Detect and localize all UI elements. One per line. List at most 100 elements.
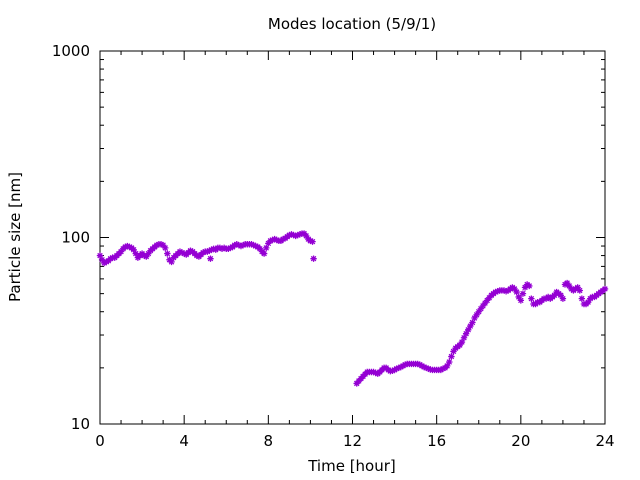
data-point (399, 362, 407, 370)
data-point (256, 245, 264, 252)
data-point (528, 295, 535, 302)
data-point (164, 250, 171, 257)
x-tick-label: 16 (427, 432, 446, 450)
data-point (132, 250, 139, 257)
data-point (486, 294, 493, 301)
data-point (206, 247, 213, 254)
data-point (162, 244, 169, 252)
y-axis-ticks: 10 100 1000 (52, 42, 605, 433)
data-point (250, 241, 257, 249)
data-point (124, 242, 131, 250)
plot-frame (99, 50, 606, 425)
data-point (443, 362, 451, 370)
data-point (98, 256, 106, 263)
data-point (517, 297, 525, 304)
data-point (153, 241, 161, 249)
data-point (288, 231, 295, 238)
data-point (481, 299, 489, 307)
data-point (521, 284, 529, 291)
data-point (515, 293, 522, 301)
data-point (227, 244, 234, 252)
data-point (458, 338, 466, 346)
data-point (576, 287, 583, 294)
data-point (159, 241, 167, 249)
data-point (233, 241, 240, 248)
x-tick-label: 20 (511, 432, 530, 450)
data-points (96, 230, 609, 387)
data-point (103, 258, 110, 266)
data-point (207, 255, 214, 262)
data-point (422, 364, 430, 372)
data-point (157, 241, 165, 248)
data-point (180, 250, 188, 257)
data-point (269, 236, 276, 244)
data-point (448, 353, 455, 360)
data-point (578, 295, 586, 302)
data-point (469, 319, 476, 326)
data-point (96, 252, 104, 259)
x-tick-label: 24 (595, 432, 614, 450)
data-point (479, 302, 487, 310)
data-point (145, 250, 152, 257)
x-tick-label: 8 (264, 432, 274, 450)
data-point (450, 348, 457, 355)
y-tick-label: 100 (61, 229, 90, 247)
data-point (456, 341, 464, 349)
data-point (307, 237, 314, 245)
x-tick-label: 4 (179, 432, 189, 450)
data-point (231, 241, 238, 249)
data-point (559, 295, 567, 302)
data-point (239, 241, 247, 249)
data-point (372, 369, 379, 377)
data-point (265, 240, 272, 247)
data-point (401, 361, 409, 368)
data-point (492, 288, 499, 296)
data-point (446, 358, 453, 366)
data-point (267, 237, 274, 245)
data-point (483, 297, 491, 304)
data-point (260, 250, 268, 257)
data-point (475, 308, 482, 315)
data-point (420, 363, 428, 371)
data-point (502, 288, 510, 295)
data-point (178, 249, 186, 256)
data-point (584, 298, 592, 306)
data-point (511, 285, 518, 293)
data-point (473, 311, 480, 319)
data-point (425, 365, 432, 372)
data-point (126, 243, 133, 251)
data-point (292, 232, 299, 240)
data-point (235, 241, 243, 249)
data-point (208, 246, 215, 253)
x-tick-label: 0 (95, 432, 105, 450)
data-point (309, 238, 316, 245)
data-point (462, 330, 470, 337)
data-point (526, 282, 533, 290)
data-point (296, 231, 304, 238)
data-point (557, 292, 565, 299)
data-point (279, 235, 287, 243)
data-point (500, 287, 508, 294)
data-point (513, 288, 520, 296)
data-point (310, 255, 317, 262)
data-point (460, 334, 468, 341)
data-point (467, 322, 474, 330)
data-point (107, 255, 114, 262)
x-axis-ticks: 0 4 8 12 16 20 24 (95, 51, 615, 450)
data-point (143, 253, 150, 260)
data-point (117, 248, 125, 255)
chart-title: Modes location (5/9/1) (268, 15, 436, 33)
data-point (389, 367, 396, 374)
data-point (204, 248, 211, 255)
data-point (370, 368, 377, 376)
data-point (477, 305, 485, 312)
data-point (286, 231, 293, 239)
data-point (187, 247, 194, 254)
data-point (395, 364, 402, 372)
y-tick-label: 1000 (52, 42, 90, 60)
data-point (225, 245, 232, 252)
data-point (290, 231, 297, 239)
data-point (566, 282, 573, 290)
x-axis-label: Time [hour] (307, 457, 396, 475)
